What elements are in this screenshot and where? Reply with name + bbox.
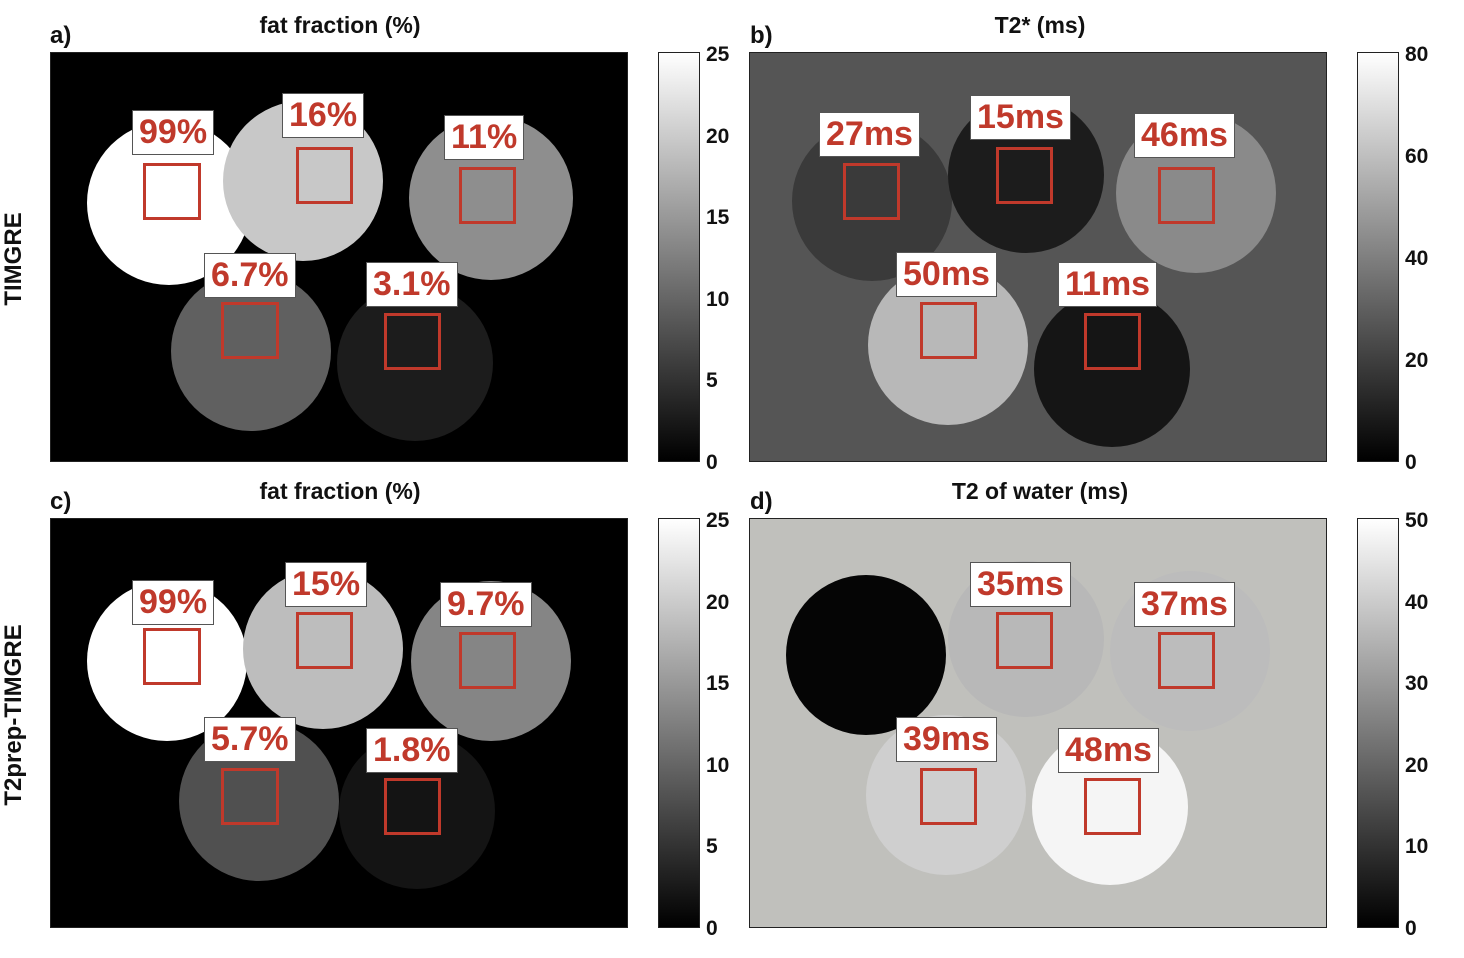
panel-d-colorbar [1357,518,1399,928]
panel-c-value-5: 1.8% [366,728,458,773]
panel-a-value-2: 16% [282,93,365,138]
panel-b-title: T2* (ms) [994,12,1086,38]
panel-d-letter: d) [750,488,773,515]
panel-c-roi-5 [384,778,441,835]
panel-c-value-3: 9.7% [440,582,532,627]
panel-b-value-5: 11ms [1058,262,1158,307]
row-label-top: TIMGRE [0,212,27,306]
panel-d-roi-2 [1158,632,1215,689]
panel-a-value-5: 3.1% [366,262,458,307]
panel-a-letter: a) [50,22,72,49]
panel-b-value-4: 50ms [896,252,997,297]
panel-c-value-1: 99% [132,580,215,625]
panel-a-tick-15: 15 [706,206,730,229]
panel-b-tick-40: 40 [1405,247,1429,270]
panel-b-tick-60: 60 [1405,145,1429,168]
panel-b-value-2: 15ms [970,95,1071,140]
panel-c-roi-3 [459,632,516,689]
panel-a-tick-10: 10 [706,288,730,311]
panel-a-value-1: 99% [132,110,215,155]
panel-a-phantom [87,101,573,441]
panel-a-tick-25: 25 [706,43,730,66]
panel-c-letter: c) [50,488,72,515]
panel-c-value-4: 5.7% [204,717,296,762]
panel-d-roi-4 [1084,778,1141,835]
panel-b-phantom [792,97,1276,447]
panel-b-value-3: 46ms [1134,113,1235,158]
panel-a-tick-0: 0 [706,451,718,474]
panel-b-letter: b) [750,22,773,49]
panel-a-title: fat fraction (%) [259,12,421,38]
panel-c-tick-5: 5 [706,835,718,858]
panel-a-colorbar [658,52,700,462]
panel-c-roi-1 [143,628,201,685]
panel-b-colorbar [1357,52,1399,462]
panel-b-tick-0: 0 [1405,451,1417,474]
panel-b-tick-80: 80 [1405,43,1429,66]
panel-d-tick-20: 20 [1405,754,1429,777]
panel-a-roi-3 [459,167,516,224]
panel-b-tick-20: 20 [1405,349,1429,372]
panel-c-roi-2 [296,612,353,669]
panel-d-roi-3 [920,768,977,825]
panel-d-title: T2 of water (ms) [951,478,1129,504]
panel-b-roi-2 [996,147,1053,204]
panel-a-roi-4 [221,302,279,359]
panel-c-roi-4 [221,768,279,825]
panel-d-value-4: 48ms [1058,728,1159,773]
panel-c-tick-10: 10 [706,754,730,777]
panel-c-tick-25: 25 [706,509,730,532]
panel-b-value-1: 27ms [819,112,920,157]
panel-a-value-3: 11% [444,115,525,160]
panel-a-roi-2 [296,147,353,204]
panel-a-value-4: 6.7% [204,253,296,298]
panel-a-tick-20: 20 [706,125,730,148]
panel-b-roi-1 [843,163,900,220]
panel-d-tick-50: 50 [1405,509,1429,532]
panel-d-tick-40: 40 [1405,591,1429,614]
panel-c-value-2: 15% [285,562,368,607]
panel-d-value-2: 37ms [1134,582,1235,627]
panel-d-value-1: 35ms [970,562,1071,607]
panel-d-tick-10: 10 [1405,835,1429,858]
panel-d-value-3: 39ms [896,717,997,762]
panel-c-title: fat fraction (%) [259,478,421,504]
panel-b-roi-3 [1158,167,1215,224]
panel-c-tick-0: 0 [706,917,718,940]
panel-a-roi-1 [143,163,201,220]
panel-b-roi-5 [1084,313,1141,370]
panel-c-tick-20: 20 [706,591,730,614]
panel-a-tick-5: 5 [706,369,718,392]
panel-c-tick-15: 15 [706,672,730,695]
panel-a-roi-5 [384,313,441,370]
row-label-bottom: T2prep-TIMGRE [0,624,27,806]
panel-c-colorbar [658,518,700,928]
panel-d-roi-1 [996,612,1053,669]
panel-d-tick-30: 30 [1405,672,1429,695]
panel-d-tick-0: 0 [1405,917,1417,940]
panel-b-roi-4 [920,302,977,359]
